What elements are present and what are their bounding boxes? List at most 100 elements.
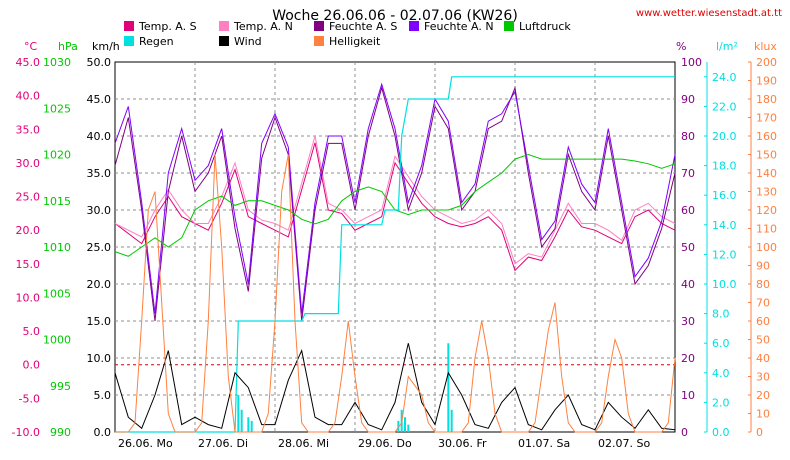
wind-tick-label: 15.0 <box>87 315 112 328</box>
brightness-tick-label: 100 <box>756 241 777 254</box>
legend-swatch <box>409 21 419 31</box>
pressure-tick-label: 1020 <box>43 149 71 162</box>
temperature-tick-label: 25.0 <box>16 191 41 204</box>
humidity-tick-label: 90 <box>681 93 695 106</box>
x-tick-label: 30.06. Fr <box>438 437 487 450</box>
humidity-tick-label: 30 <box>681 315 695 328</box>
humidity-tick-label: 70 <box>681 167 695 180</box>
series-line-temp-a-n <box>114 135 676 265</box>
rain-tick-label: 18.0 <box>712 160 737 173</box>
rain-tick-label: 10.0 <box>712 278 737 291</box>
pressure-tick-label: 1005 <box>43 287 71 300</box>
legend-swatch <box>124 36 134 46</box>
wind-tick-label: 50.0 <box>87 56 112 69</box>
brightness-tick-label: 190 <box>756 75 777 88</box>
series-line-helligkeit <box>115 154 676 433</box>
x-tick-label: 29.06. Do <box>358 437 412 450</box>
temperature-tick-label: 40.0 <box>16 90 41 103</box>
wind-tick-label: 5.0 <box>94 389 112 402</box>
pressure-tick-label: 990 <box>50 426 71 439</box>
legend-label: Temp. A. S <box>138 20 197 33</box>
humidity-unit-label: % <box>676 40 686 53</box>
pressure-unit-label: hPa <box>58 40 78 53</box>
wind-tick-label: 10.0 <box>87 352 112 365</box>
temperature-tick-label: 20.0 <box>16 224 41 237</box>
humidity-tick-label: 60 <box>681 204 695 217</box>
brightness-tick-label: 160 <box>756 130 777 143</box>
rain-tick-label: 24.0 <box>712 71 737 84</box>
brightness-tick-label: 60 <box>756 315 770 328</box>
humidity-tick-label: 40 <box>681 278 695 291</box>
temperature-tick-label: 35.0 <box>16 123 41 136</box>
source-credit: www.wetter.wiesenstadt.at.tt <box>636 8 782 19</box>
legend-swatch <box>314 36 324 46</box>
legend-swatch <box>124 21 134 31</box>
series-line-regen <box>115 76 675 433</box>
brightness-tick-label: 70 <box>756 297 770 310</box>
pressure-tick-label: 995 <box>50 380 71 393</box>
rain-tick-label: 6.0 <box>712 337 730 350</box>
pressure-tick-label: 1030 <box>43 56 71 69</box>
brightness-tick-label: 150 <box>756 149 777 162</box>
rain-unit-label: l/m² <box>716 40 738 53</box>
rain-tick-label: 14.0 <box>712 219 737 232</box>
x-tick-label: 27.06. Di <box>198 437 248 450</box>
brightness-tick-label: 80 <box>756 278 770 291</box>
temperature-tick-label: -10.0 <box>12 426 40 439</box>
humidity-tick-label: 80 <box>681 130 695 143</box>
legend-label: Luftdruck <box>519 20 571 33</box>
wind-tick-label: 25.0 <box>87 241 112 254</box>
axes: 26.06. Mo 27.06. Di 28.06. Mi 29.06. Do 30.0… <box>12 40 778 450</box>
brightness-tick-label: 30 <box>756 371 770 384</box>
rain-tick-label: 8.0 <box>712 308 730 321</box>
series-layer <box>114 76 676 433</box>
brightness-tick-label: 120 <box>756 204 777 217</box>
wind-tick-label: 0.0 <box>94 426 112 439</box>
brightness-tick-label: 20 <box>756 389 770 402</box>
legend-swatch <box>504 21 514 31</box>
x-tick-label: 01.07. Sa <box>518 437 570 450</box>
humidity-tick-label: 10 <box>681 389 695 402</box>
legend-swatch <box>219 36 229 46</box>
rain-tick-label: 12.0 <box>712 248 737 261</box>
legend-label: Feuchte A. N <box>424 20 494 33</box>
temperature-tick-label: 0.0 <box>23 359 41 372</box>
series-line-feuchte-a-s <box>114 86 676 322</box>
legend-swatch <box>314 21 324 31</box>
brightness-unit-label: klux <box>754 40 777 53</box>
series-line-wind <box>114 343 676 431</box>
humidity-tick-label: 50 <box>681 241 695 254</box>
brightness-tick-label: 140 <box>756 167 777 180</box>
rain-tick-label: 2.0 <box>712 396 730 409</box>
wind-tick-label: 40.0 <box>87 130 112 143</box>
brightness-tick-label: 110 <box>756 223 777 236</box>
rain-tick-label: 22.0 <box>712 100 737 113</box>
humidity-tick-label: 0 <box>681 426 688 439</box>
temperature-unit-label: °C <box>24 40 38 53</box>
rain-tick-label: 0.0 <box>712 426 730 439</box>
pressure-tick-label: 1010 <box>43 241 71 254</box>
wind-tick-label: 35.0 <box>87 167 112 180</box>
temperature-tick-label: 10.0 <box>16 291 41 304</box>
legend-swatch <box>219 21 229 31</box>
brightness-tick-label: 200 <box>756 56 777 69</box>
wind-unit-label: km/h <box>92 40 120 53</box>
x-tick-label: 28.06. Mi <box>278 437 329 450</box>
temperature-tick-label: 15.0 <box>16 258 41 271</box>
brightness-tick-label: 40 <box>756 352 770 365</box>
wind-tick-label: 20.0 <box>87 278 112 291</box>
grid <box>115 62 675 432</box>
series-line-temp-a-s <box>114 142 676 272</box>
brightness-tick-label: 170 <box>756 112 777 125</box>
rain-tick-label: 4.0 <box>712 367 730 380</box>
wind-tick-label: 45.0 <box>87 93 112 106</box>
temperature-tick-label: 30.0 <box>16 157 41 170</box>
humidity-tick-label: 20 <box>681 352 695 365</box>
legend-label: Regen <box>139 35 174 48</box>
brightness-tick-label: 130 <box>756 186 777 199</box>
brightness-tick-label: 180 <box>756 93 777 106</box>
plot-area <box>114 61 676 433</box>
rain-tick-label: 20.0 <box>712 130 737 143</box>
legend-label: Temp. A. N <box>233 20 293 33</box>
